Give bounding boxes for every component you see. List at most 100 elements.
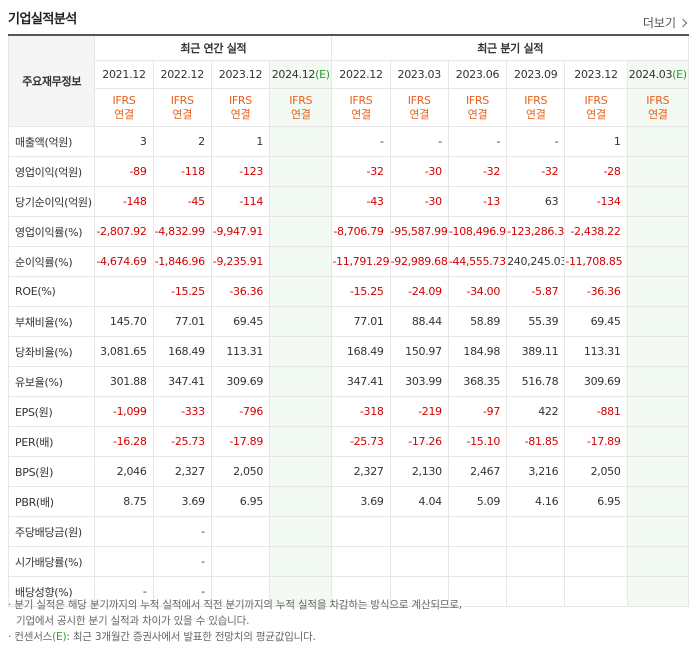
value-cell	[269, 246, 333, 277]
ifrs-cell: IFRS 연결	[447, 88, 508, 127]
group-annual: 최근 연간 실적	[94, 34, 333, 61]
value-cell: -32	[331, 156, 391, 187]
value-cell: -11,708.85	[564, 246, 628, 277]
value-cell: 4.16	[506, 486, 566, 517]
value-cell: 2,050	[210, 456, 271, 487]
value-cell: 77.01	[331, 306, 391, 337]
value-cell: -16.28	[94, 426, 154, 457]
value-cell	[269, 156, 333, 187]
value-cell: -11,791.29	[331, 246, 391, 277]
ifrs-label: IFRS	[289, 93, 313, 107]
value-cell: -114	[210, 186, 271, 217]
chevron-right-icon	[678, 18, 688, 27]
value-cell: -2,807.92	[94, 216, 154, 247]
note-line-2: 기업에서 공시한 분기 실적과 차이가 있을 수 있습니다.	[16, 615, 250, 627]
value-cell: 3.69	[331, 486, 391, 517]
value-cell	[269, 426, 333, 457]
value-cell	[506, 516, 566, 547]
value-cell: 168.49	[152, 336, 212, 367]
value-cell	[269, 216, 333, 247]
value-cell: -9,235.91	[210, 246, 271, 277]
value-cell: 309.69	[564, 366, 628, 397]
value-cell	[626, 516, 690, 547]
value-cell: -25.73	[331, 426, 391, 457]
value-cell: -9,947.91	[210, 216, 271, 247]
value-cell	[447, 546, 508, 577]
value-cell: -108,496.94	[447, 216, 508, 247]
value-cell: 3	[94, 126, 154, 157]
ifrs-cell: IFRS 연결	[269, 88, 333, 127]
value-cell: 301.88	[94, 366, 154, 397]
financial-table: 주요재무정보 최근 연간 실적 최근 분기 실적 2021.12 2022.12 2023…	[7, 34, 690, 607]
value-cell	[389, 546, 449, 577]
value-cell: -95,587.99	[389, 216, 449, 247]
ifrs-label: IFRS	[112, 93, 136, 107]
value-cell	[269, 546, 333, 577]
row-label: EPS(원)	[7, 396, 96, 427]
ifrs-label: IFRS	[646, 93, 670, 107]
value-cell: 2,046	[94, 456, 154, 487]
consolidated-label: 연결	[586, 107, 606, 121]
value-cell: -	[506, 126, 566, 157]
value-cell	[626, 246, 690, 277]
note-line-3: · 컨센서스(E): 최근 3개월간 증권사에서 발표한 전망치의 평균값입니다…	[8, 629, 462, 645]
value-cell: 2,327	[152, 456, 212, 487]
value-cell: 63	[506, 186, 566, 217]
row-label: 배당성향(%)	[7, 576, 96, 607]
value-cell: 184.98	[447, 336, 508, 367]
value-cell: 240,245.03	[506, 246, 566, 277]
table-row: 시가배당률(%) -	[7, 546, 690, 577]
value-cell: -796	[210, 396, 271, 427]
value-cell: -318	[331, 396, 391, 427]
value-cell: -44,555.73	[447, 246, 508, 277]
value-cell: 6.95	[210, 486, 271, 517]
value-cell: -148	[94, 186, 154, 217]
consolidated-label: 연결	[114, 107, 134, 121]
ifrs-label: IFRS	[407, 93, 431, 107]
value-cell	[564, 576, 628, 607]
ifrs-row: IFRS 연결 IFRS 연결 IFRS 연결 IFRS 연결 IFRS 연결 IFRS 연결 IFRS…	[9, 88, 690, 127]
value-cell: 3,216	[506, 456, 566, 487]
row-label: 부채비율(%)	[7, 306, 96, 337]
value-cell: -97	[447, 396, 508, 427]
value-cell: 2,467	[447, 456, 508, 487]
value-cell	[210, 546, 271, 577]
estimate-tag: (E)	[672, 68, 687, 81]
value-cell: -134	[564, 186, 628, 217]
value-cell: 368.35	[447, 366, 508, 397]
value-cell: 303.99	[389, 366, 449, 397]
row-label: 시가배당률(%)	[7, 546, 96, 577]
value-cell: -32	[447, 156, 508, 187]
row-label: ROE(%)	[7, 276, 96, 307]
value-cell	[626, 216, 690, 247]
value-cell	[626, 426, 690, 457]
more-link[interactable]: 더보기	[643, 14, 688, 31]
value-cell: 55.39	[506, 306, 566, 337]
table-row: 유보율(%) 301.88 347.41 309.69 347.41 303.99 368.…	[7, 366, 690, 397]
group-quarterly: 최근 분기 실적	[331, 34, 689, 61]
value-cell: 113.31	[564, 336, 628, 367]
value-cell	[269, 456, 333, 487]
value-cell	[331, 516, 391, 547]
value-cell: -881	[564, 396, 628, 427]
value-cell	[626, 486, 690, 517]
value-cell: -25.73	[152, 426, 212, 457]
value-cell: 69.45	[210, 306, 271, 337]
period-quarter: 2023.03	[389, 60, 449, 89]
value-cell	[626, 186, 690, 217]
ifrs-cell: IFRS 연결	[94, 88, 154, 127]
period-quarter: 2023.09	[506, 60, 566, 89]
table-row: 부채비율(%) 145.70 77.01 69.45 77.01 88.44 58.89 55…	[7, 306, 690, 337]
value-cell: 3,081.65	[94, 336, 154, 367]
table-row: 매출액(억원) 3 2 1- - - -1	[7, 126, 690, 157]
value-cell: 8.75	[94, 486, 154, 517]
footnotes: · 분기 실적은 해당 분기까지의 누적 실적에서 직전 분기까지의 누적 실적…	[8, 597, 462, 645]
value-cell: 4.04	[389, 486, 449, 517]
value-cell: -333	[152, 396, 212, 427]
table-row: 주당배당금(원) -	[7, 516, 690, 547]
ifrs-label: IFRS	[465, 93, 489, 107]
ifrs-label: IFRS	[170, 93, 194, 107]
consolidated-label: 연결	[290, 107, 311, 121]
value-cell: -45	[152, 186, 212, 217]
